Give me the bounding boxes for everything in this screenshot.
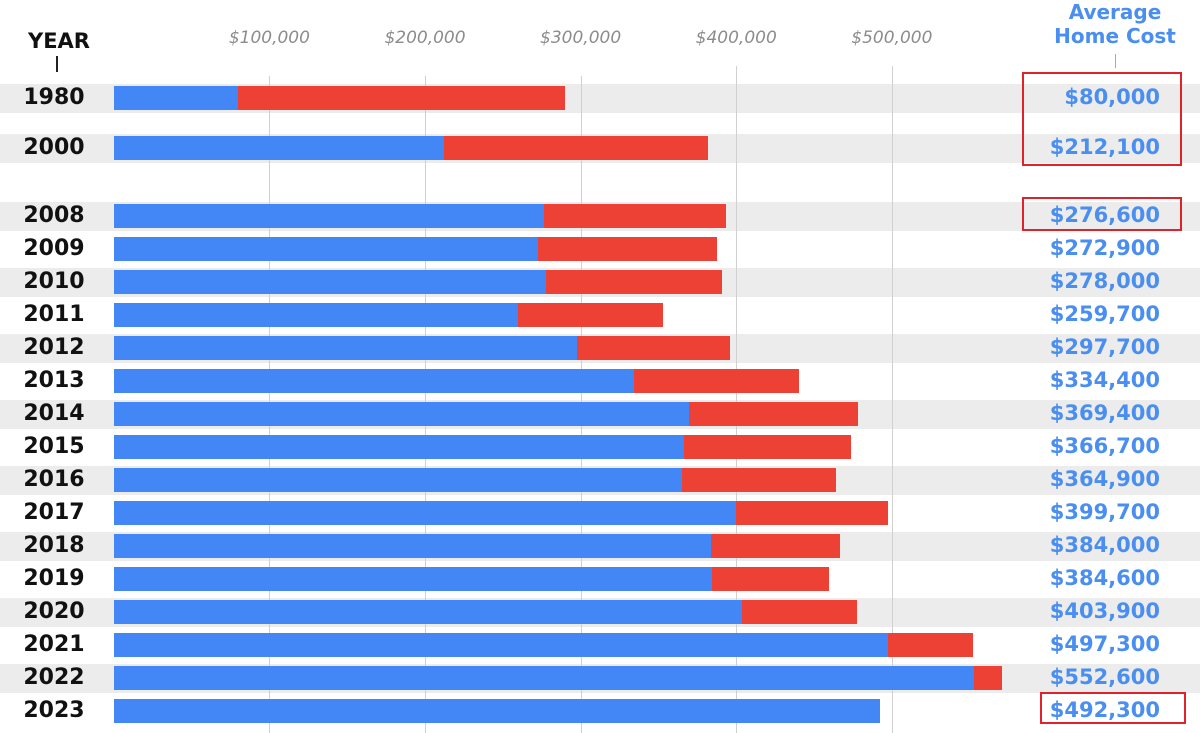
year-column-header: YEAR [28,29,90,53]
gridline [736,66,738,733]
bar-home-cost [113,204,545,228]
x-tick-label: $200,000 [384,28,466,48]
highlight-box [1022,72,1182,166]
average-cost-label: $369,400 [1049,401,1160,425]
bar-extra-segment [711,534,841,558]
gridline [580,66,582,733]
average-header-line2: Home Cost [1054,24,1176,48]
year-label: 2017 [23,500,85,525]
bar-extra-segment [688,402,859,426]
average-cost-label: $552,600 [1049,665,1160,689]
average-cost-label: $80,000 [1064,85,1160,109]
average-cost-label: $278,000 [1049,269,1160,293]
average-cost-label: $364,900 [1049,467,1160,491]
year-header-tick [56,56,58,72]
average-cost-label: $212,100 [1049,135,1160,159]
year-label: 2010 [23,269,85,294]
bar-extra-segment [443,136,709,160]
average-cost-label: $384,000 [1049,533,1160,557]
bar-home-cost [113,435,685,459]
average-home-cost-header: Average Home Cost [1030,0,1200,48]
bar-extra-segment [742,600,858,624]
x-tick-label: $500,000 [851,28,933,48]
year-label: 2015 [23,434,85,459]
bar-home-cost [113,501,736,525]
year-label: 2020 [23,599,85,624]
year-label: 2011 [23,302,85,327]
bar-home-cost [113,336,578,360]
average-cost-label: $492,300 [1049,698,1160,722]
bar-extra-segment [238,86,566,110]
year-label: 2022 [23,665,85,690]
gridline [891,66,893,733]
bar-extra-segment [544,204,727,228]
highlight-box [1040,692,1186,724]
bar-home-cost [113,303,518,327]
year-label: 2013 [23,368,85,393]
bar-extra-segment [735,501,889,525]
average-header-line1: Average [1068,0,1162,24]
bar-extra-segment [973,666,1002,690]
bar-home-cost [113,666,974,690]
average-cost-label: $366,700 [1049,434,1160,458]
bar-home-cost [113,468,682,492]
average-cost-label: $259,700 [1049,302,1160,326]
average-cost-label: $276,600 [1049,203,1160,227]
bar-home-cost [113,402,689,426]
average-cost-label: $403,900 [1049,599,1160,623]
year-label: 2008 [23,203,85,228]
bar-extra-segment [546,270,723,294]
bar-home-cost [113,534,712,558]
bar-extra-segment [887,633,974,657]
bar-extra-segment [684,435,851,459]
average-cost-label: $399,700 [1049,500,1160,524]
year-label: 1980 [23,85,85,110]
bar-home-cost [113,136,444,160]
x-tick-label: $400,000 [695,28,777,48]
average-cost-label: $297,700 [1049,335,1160,359]
year-label: 2018 [23,533,85,558]
year-label: 2019 [23,566,85,591]
average-cost-label: $497,300 [1049,632,1160,656]
x-tick-label: $300,000 [540,28,622,48]
average-header-tick [1115,54,1116,68]
year-label: 2016 [23,467,85,492]
bar-home-cost [113,369,635,393]
header-mask [96,66,596,76]
highlight-box [1022,197,1182,231]
bar-home-cost [113,86,239,110]
year-label: 2021 [23,632,85,657]
year-label: 2009 [23,236,85,261]
bar-home-cost [113,567,713,591]
year-label: 2000 [23,135,85,160]
bar-extra-segment [538,237,718,261]
year-label: 2023 [23,698,85,723]
gridline [425,66,426,733]
average-cost-label: $272,900 [1049,236,1160,260]
year-label: 2014 [23,401,85,426]
bar-extra-segment [712,567,829,591]
bar-home-cost [113,699,880,723]
bar-extra-segment [634,369,800,393]
bar-home-cost [113,600,743,624]
bar-home-cost [113,237,539,261]
bar-home-cost [113,270,547,294]
average-cost-label: $334,400 [1049,368,1160,392]
bar-extra-segment [681,468,836,492]
average-cost-label: $384,600 [1049,566,1160,590]
gridline [269,66,271,733]
bar-home-cost [113,633,888,657]
bar-extra-segment [577,336,730,360]
bar-extra-segment [517,303,663,327]
year-label: 2012 [23,335,85,360]
x-tick-label: $100,000 [228,28,310,48]
